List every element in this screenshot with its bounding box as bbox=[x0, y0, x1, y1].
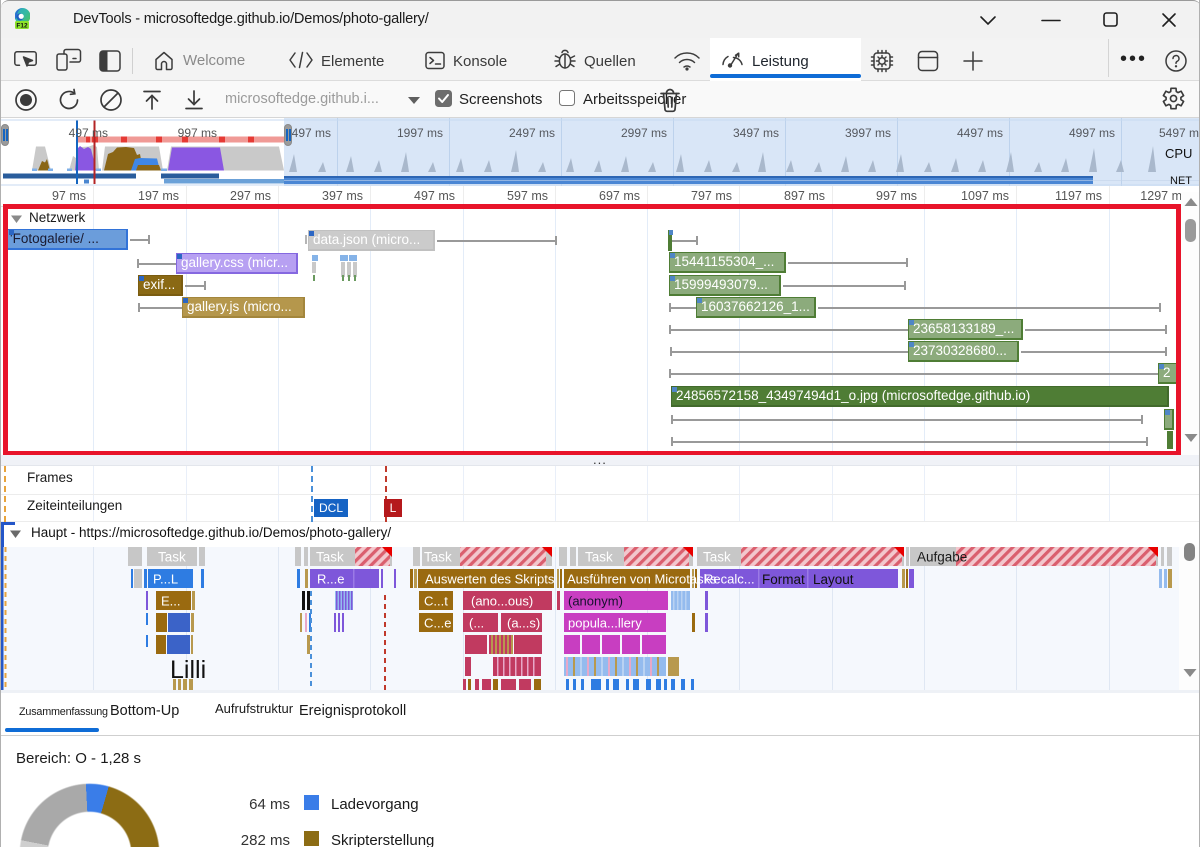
svg-text:Lilli: Lilli bbox=[170, 656, 206, 684]
svg-text:(anonym): (anonym) bbox=[568, 594, 623, 609]
svg-text:C...e: C...e bbox=[424, 616, 451, 631]
svg-text:Ausführen von Microtasks: Ausführen von Microtasks bbox=[567, 572, 717, 587]
svg-text:Task: Task bbox=[585, 550, 613, 565]
svg-text:C...t: C...t bbox=[424, 594, 448, 609]
svg-text:(a...s): (a...s) bbox=[507, 616, 540, 631]
svg-text:(...: (... bbox=[469, 616, 484, 631]
svg-text:Task: Task bbox=[158, 550, 186, 565]
svg-text:(ano...ous): (ano...ous) bbox=[471, 594, 533, 609]
svg-text:Format: Format bbox=[762, 572, 805, 587]
svg-text:Aufgabe: Aufgabe bbox=[917, 550, 967, 565]
svg-text:Task: Task bbox=[703, 550, 731, 565]
svg-text:Layout: Layout bbox=[813, 572, 854, 587]
svg-text:Auswerten des Skripts: Auswerten des Skripts bbox=[425, 572, 555, 587]
svg-text:popula...llery: popula...llery bbox=[568, 616, 642, 631]
svg-text:P...L: P...L bbox=[153, 572, 178, 587]
svg-text:E...: E... bbox=[161, 594, 181, 609]
svg-text:Recalc...: Recalc... bbox=[704, 572, 755, 587]
svg-text:Task: Task bbox=[424, 550, 452, 565]
svg-text:Task: Task bbox=[316, 550, 344, 565]
svg-text:R...e: R...e bbox=[317, 572, 344, 587]
svg-text:F12: F12 bbox=[16, 23, 28, 30]
